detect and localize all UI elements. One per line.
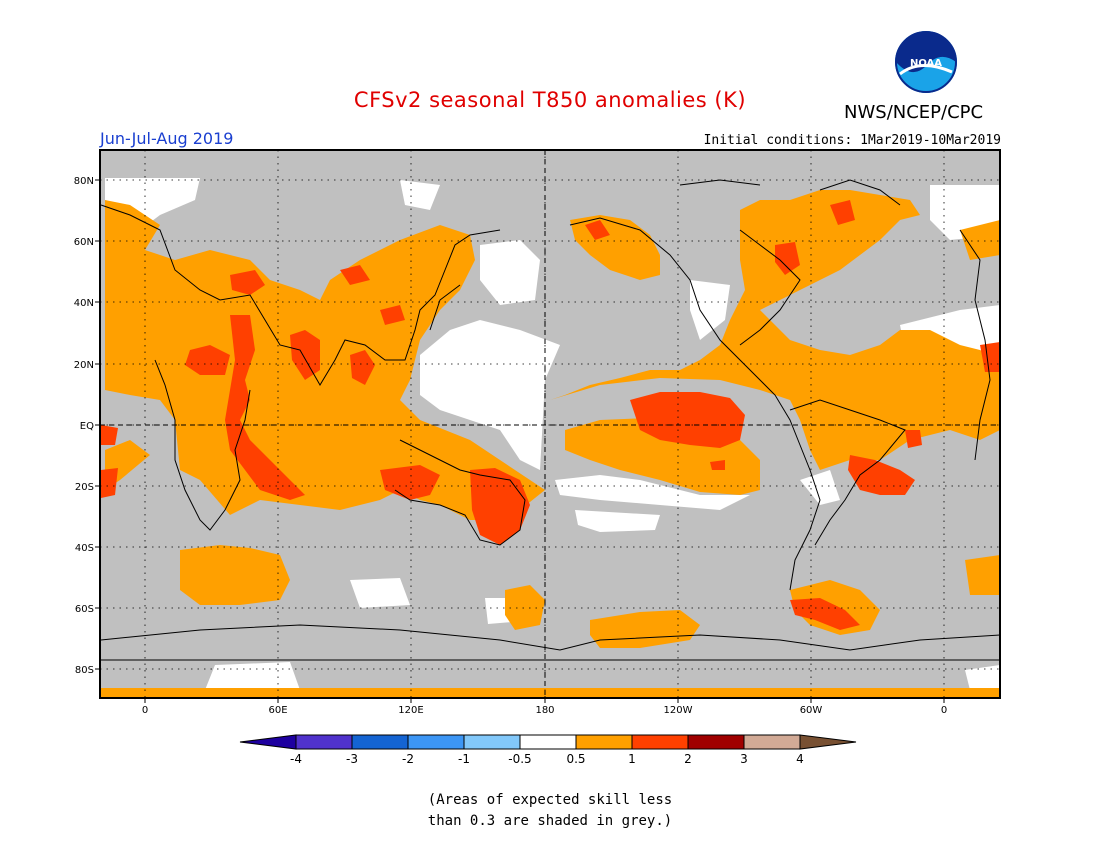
lon-label: 0 — [142, 705, 148, 716]
colorbar-label: -2 — [402, 752, 414, 766]
chart-title: CFSv2 seasonal T850 anomalies (K) — [353, 88, 747, 112]
lon-label: 60E — [268, 705, 287, 716]
noaa-logo: NOAA — [895, 31, 957, 93]
anomaly-map — [99, 149, 1001, 699]
colorbar-label: 2 — [684, 752, 692, 766]
colorbar-label: 3 — [740, 752, 748, 766]
colorbar-swatch — [295, 734, 353, 750]
colorbar: -4 -3 -2 -1 -0.5 0.5 1 2 3 4 — [239, 734, 857, 766]
lon-label: 120E — [398, 705, 423, 716]
colorbar-label: 0.5 — [566, 752, 585, 766]
colorbar-swatch — [575, 734, 633, 750]
latitude-labels: 80N 60N 40N 20N EQ 20S 40S 60S 80S — [74, 176, 100, 676]
colorbar-label: -0.5 — [508, 752, 531, 766]
lat-label: EQ — [80, 421, 94, 432]
coastlines — [100, 179, 1001, 661]
noaa-logo-text: NOAA — [910, 58, 942, 69]
colorbar-swatch — [519, 734, 577, 750]
colorbar-arrow-right — [799, 734, 857, 750]
agency-label: NWS/NCEP/CPC — [844, 102, 984, 123]
longitude-labels: 0 60E 120E 180 120W 60W 0 — [142, 698, 947, 716]
lat-label: 80S — [75, 665, 94, 676]
lat-label: 60N — [74, 237, 94, 248]
anomaly-1-to-2 — [101, 200, 1000, 630]
colorbar-label: 1 — [628, 752, 636, 766]
lon-label: 0 — [941, 705, 947, 716]
colorbar-label: -3 — [346, 752, 358, 766]
footnote: (Areas of expected skill less than 0.3 a… — [0, 790, 1100, 832]
footnote-line-2: than 0.3 are shaded in grey.) — [427, 813, 673, 829]
lat-label: 60S — [75, 604, 94, 615]
lat-label: 40N — [74, 298, 94, 309]
lat-label: 40S — [75, 543, 94, 554]
lat-label: 20S — [75, 482, 94, 493]
colorbar-label: -4 — [290, 752, 302, 766]
lat-label: 20N — [74, 360, 94, 371]
lon-label: 180 — [535, 705, 554, 716]
lon-label: 60W — [800, 705, 823, 716]
colorbar-swatch — [687, 734, 745, 750]
map-frame — [99, 149, 1001, 699]
lon-label: 120W — [664, 705, 693, 716]
lat-label: 80N — [74, 176, 94, 187]
colorbar-arrow-left — [239, 734, 297, 750]
anomaly-0-5-to-1 — [101, 190, 1000, 698]
footnote-line-1: (Areas of expected skill less — [427, 792, 673, 808]
initial-conditions-label: Initial conditions: 1Mar2019-10Mar2019 — [703, 133, 1001, 148]
colorbar-swatch — [631, 734, 689, 750]
colorbar-swatch — [407, 734, 465, 750]
colorbar-swatch — [351, 734, 409, 750]
colorbar-swatch — [743, 734, 801, 750]
colorbar-label: 4 — [796, 752, 804, 766]
colorbar-swatch — [463, 734, 521, 750]
colorbar-label: -1 — [458, 752, 470, 766]
season-label: Jun-Jul-Aug 2019 — [100, 129, 234, 148]
